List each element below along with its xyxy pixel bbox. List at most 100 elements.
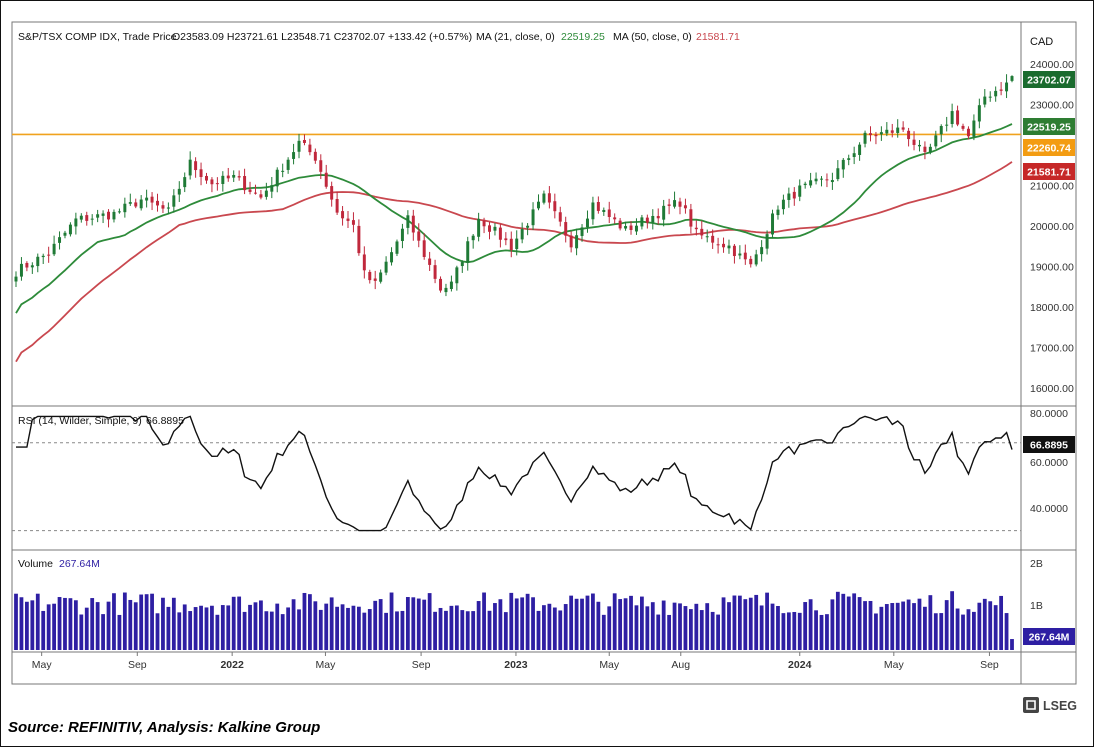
candle xyxy=(390,247,394,266)
volume-bar xyxy=(743,599,748,650)
candle-body xyxy=(781,199,785,210)
candle xyxy=(232,170,236,182)
candle xyxy=(400,223,404,249)
volume-bar xyxy=(427,593,432,650)
volume-bar xyxy=(542,605,546,650)
volume-bar xyxy=(776,605,780,650)
volume-bar xyxy=(580,598,584,650)
candle-body xyxy=(607,209,611,217)
candle-body xyxy=(74,218,78,227)
candle xyxy=(662,199,666,227)
candle-body xyxy=(656,216,660,219)
candle-body xyxy=(90,218,94,220)
candle-body xyxy=(558,212,562,222)
candle xyxy=(194,157,198,178)
volume-bar xyxy=(835,591,840,650)
candle-body xyxy=(689,209,693,227)
candle-body xyxy=(221,175,225,184)
candle-body xyxy=(14,276,18,282)
candle xyxy=(63,230,67,239)
volume-bar xyxy=(895,602,900,650)
candle-body xyxy=(858,144,862,155)
candle-body xyxy=(683,205,687,209)
candle-body xyxy=(199,169,203,178)
candle xyxy=(123,197,127,218)
candle xyxy=(526,223,530,236)
ma50-legend-label: MA (50, close, 0) xyxy=(613,31,692,43)
volume-bar xyxy=(977,602,982,650)
candle xyxy=(161,201,165,214)
candle xyxy=(226,167,230,182)
volume-bar xyxy=(558,610,563,650)
candle-body xyxy=(602,209,606,213)
volume-bar xyxy=(177,612,182,650)
ma50-line xyxy=(15,161,1013,363)
candle-body xyxy=(362,254,366,271)
candle xyxy=(863,130,867,148)
candle xyxy=(917,140,921,152)
volume-bar xyxy=(863,601,867,650)
candle-body xyxy=(324,172,328,187)
volume-bar xyxy=(634,605,639,650)
candle xyxy=(841,157,845,178)
candle xyxy=(901,121,905,132)
candle-body xyxy=(493,226,497,231)
candle-body xyxy=(68,224,72,235)
volume-bar xyxy=(63,597,67,650)
candle-body xyxy=(379,272,383,282)
candle-body xyxy=(52,243,56,255)
volume-bar xyxy=(841,593,846,650)
candle xyxy=(58,231,62,250)
candle xyxy=(275,167,279,193)
candle-body xyxy=(711,235,715,243)
candle xyxy=(722,237,726,253)
candle-body xyxy=(308,144,312,153)
candle xyxy=(428,251,432,271)
candle xyxy=(199,162,203,186)
volume-bar xyxy=(814,610,818,650)
candle xyxy=(983,89,987,108)
currency-label: CAD xyxy=(1030,36,1053,48)
volume-bar xyxy=(514,598,519,650)
candle xyxy=(896,119,900,138)
candle-body xyxy=(58,237,62,243)
candle-body xyxy=(1005,82,1009,92)
volume-bar xyxy=(356,606,361,650)
candle-body xyxy=(988,96,992,98)
candle-body xyxy=(449,281,453,289)
volume-bar xyxy=(988,601,993,650)
volume-bar xyxy=(830,599,835,650)
candle-body xyxy=(400,228,404,242)
candle-body xyxy=(673,200,677,207)
rsi-tick-60: 60.0000 xyxy=(1030,457,1068,469)
candle-body xyxy=(161,205,165,209)
candle xyxy=(972,114,976,141)
time-tick-label: 2023 xyxy=(504,659,528,671)
candle-body xyxy=(961,125,965,129)
candle-body xyxy=(96,214,100,218)
volume-bar xyxy=(79,614,84,650)
candle-body xyxy=(19,263,23,277)
lseg-logo: LSEG xyxy=(1023,697,1077,713)
volume-bar xyxy=(90,598,95,650)
candle-body xyxy=(803,183,807,186)
volume-bar xyxy=(786,612,791,650)
candle xyxy=(297,133,301,159)
candle xyxy=(183,172,187,193)
candle xyxy=(335,191,339,215)
volume-bar xyxy=(972,611,976,650)
candle xyxy=(156,193,159,212)
volume-bar xyxy=(57,597,62,650)
candle-body xyxy=(966,128,970,137)
volume-bar xyxy=(73,600,78,650)
candle xyxy=(172,189,176,213)
volume-bar xyxy=(248,604,252,650)
candle-body xyxy=(460,262,464,267)
candle xyxy=(406,210,410,235)
candle xyxy=(74,212,78,235)
candle xyxy=(85,211,89,226)
volume-bar xyxy=(384,612,388,650)
candle-body xyxy=(847,158,851,160)
candle-body xyxy=(248,189,252,192)
volume-bar xyxy=(335,606,340,650)
